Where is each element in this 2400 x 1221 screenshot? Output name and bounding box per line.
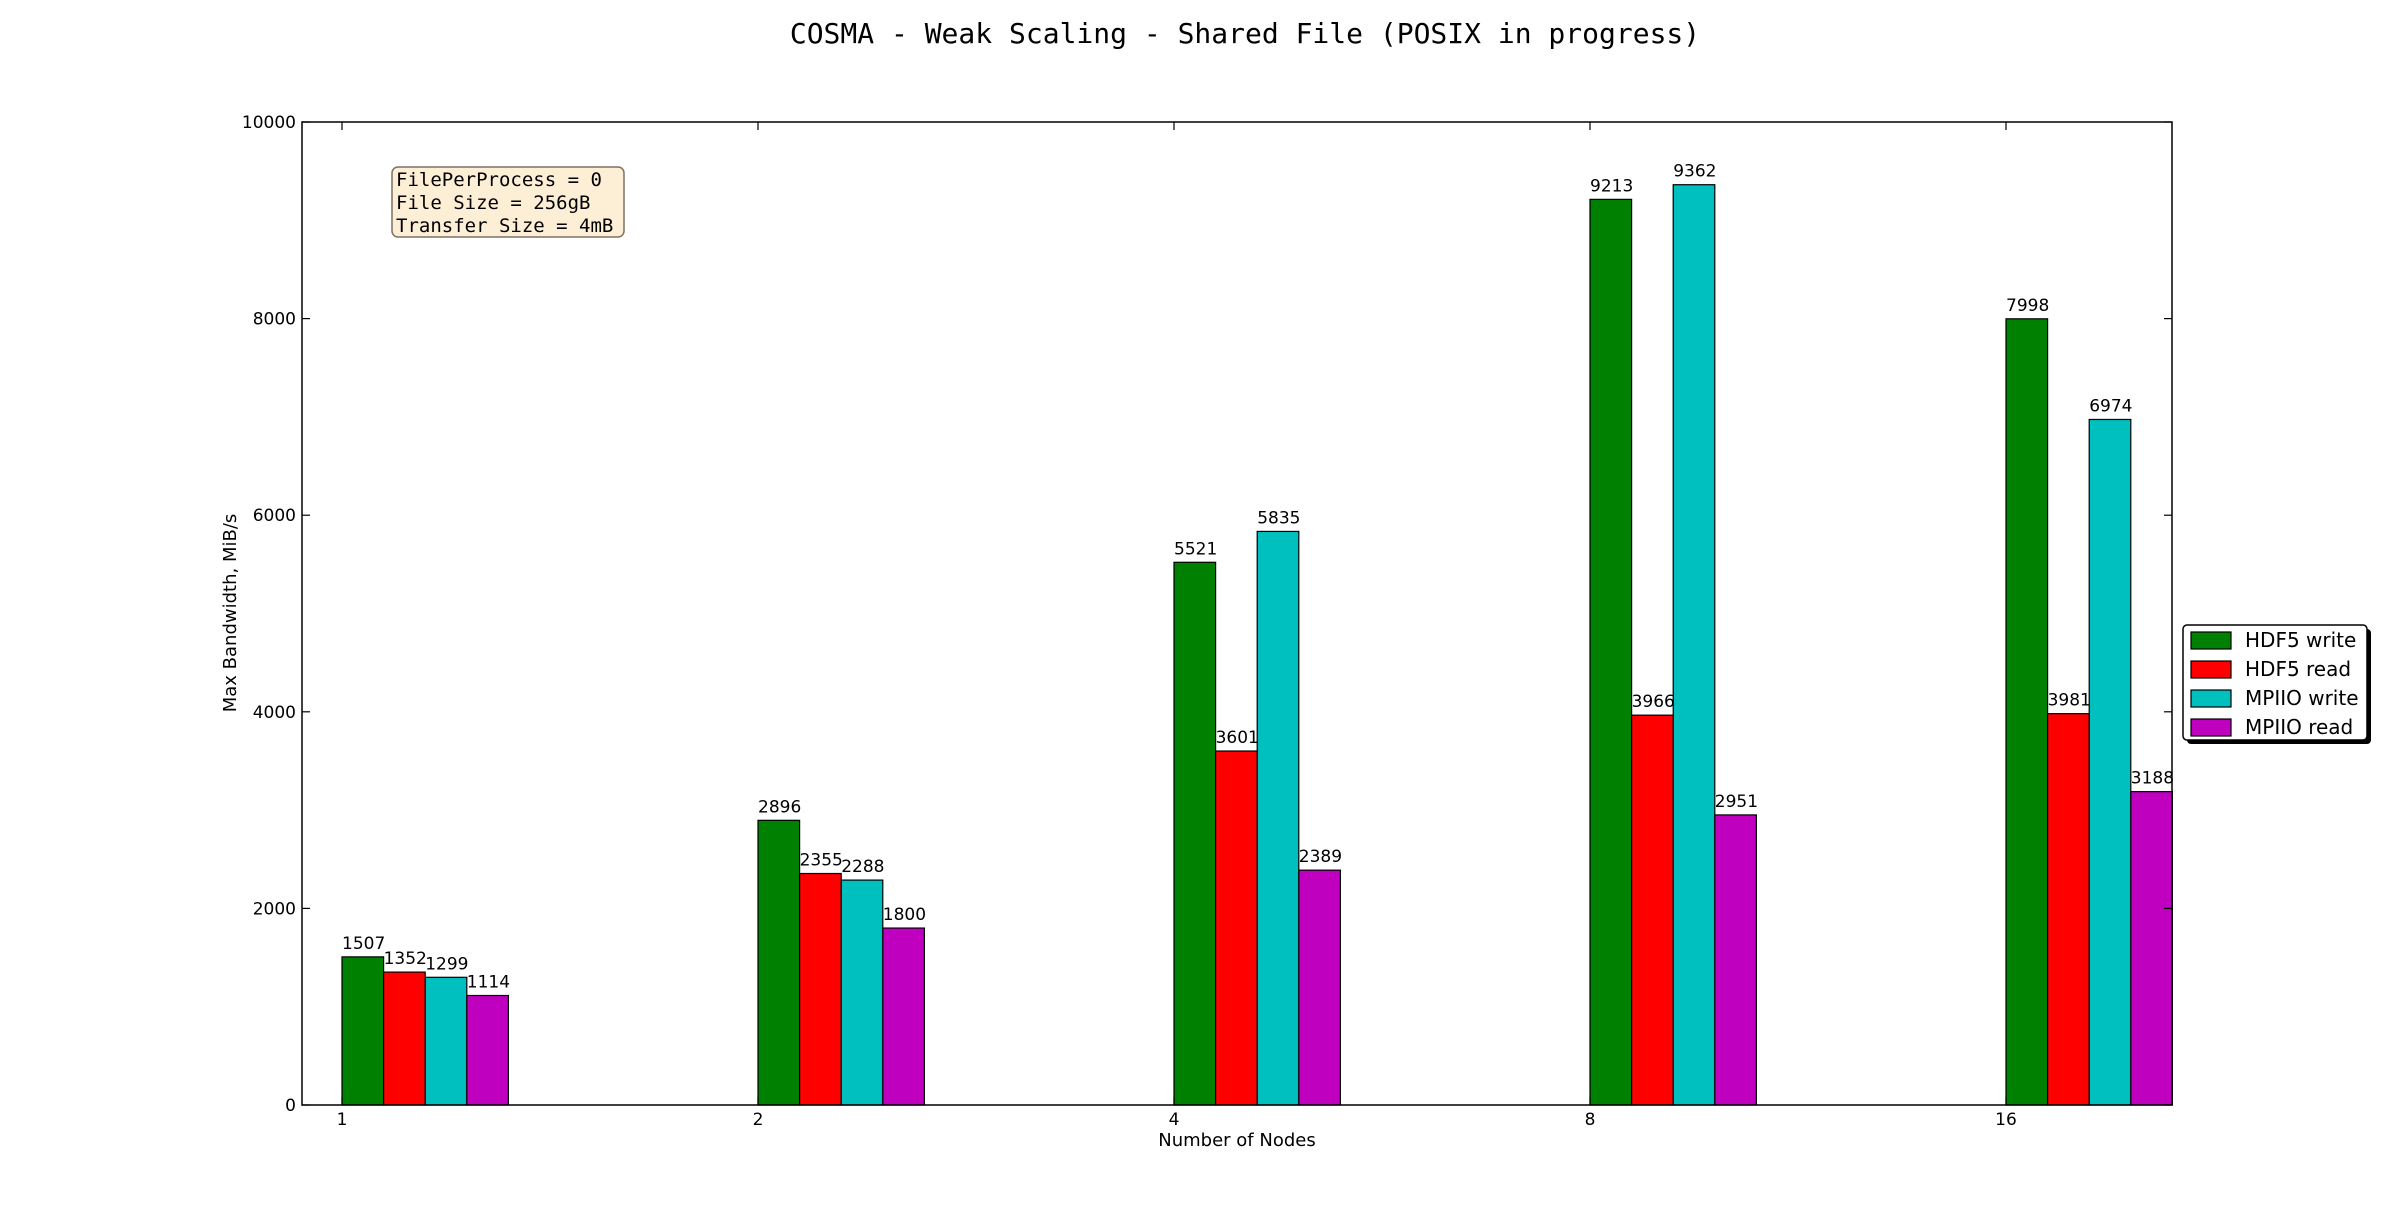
legend: HDF5 write HDF5 read MPIIO write MPIIO read bbox=[2182, 624, 2371, 744]
bar bbox=[424, 976, 468, 1106]
bar bbox=[882, 927, 925, 1106]
bar bbox=[2005, 318, 2049, 1106]
bar bbox=[341, 956, 385, 1106]
bar bbox=[840, 879, 884, 1106]
bar bbox=[1298, 869, 1342, 1106]
bar-value-label: 3966 bbox=[1632, 692, 1675, 712]
legend-swatch bbox=[2190, 631, 2232, 650]
bar bbox=[1256, 530, 1300, 1106]
bar bbox=[1630, 714, 1674, 1106]
bar-value-label: 2288 bbox=[841, 857, 884, 877]
legend-entry-label: MPIIO read bbox=[2245, 715, 2353, 739]
y-tick-label: 0 bbox=[285, 1096, 296, 1116]
legend-entry-label: MPIIO write bbox=[2245, 686, 2359, 710]
legend-swatch bbox=[2190, 718, 2232, 737]
x-tick-label: 1 bbox=[337, 1110, 348, 1130]
bar bbox=[1589, 198, 1633, 1106]
bar-value-label: 2896 bbox=[758, 797, 801, 817]
x-tick-label: 2 bbox=[753, 1110, 764, 1130]
legend-entry-label: HDF5 write bbox=[2245, 628, 2356, 652]
bar bbox=[1714, 814, 1758, 1106]
bar-value-label: 3981 bbox=[2048, 691, 2091, 711]
bar-value-label: 1352 bbox=[384, 949, 427, 969]
bar-value-label: 9362 bbox=[1673, 162, 1716, 182]
plot-area-frame bbox=[301, 121, 2173, 1106]
legend-entry-label: HDF5 read bbox=[2245, 657, 2351, 681]
bar bbox=[2046, 713, 2090, 1106]
y-tick-label: 4000 bbox=[253, 703, 296, 723]
y-tick-label: 2000 bbox=[253, 899, 296, 919]
bar-value-label: 9213 bbox=[1590, 176, 1633, 196]
x-tick-label: 16 bbox=[1995, 1110, 2017, 1130]
bar-value-label: 2389 bbox=[1299, 847, 1342, 867]
bar-value-label: 3601 bbox=[1216, 728, 1259, 748]
bar-value-label: 1299 bbox=[425, 954, 468, 974]
bar-value-label: 2951 bbox=[1715, 792, 1758, 812]
bar-value-label: 3188 bbox=[2131, 769, 2174, 789]
bar bbox=[2088, 418, 2132, 1106]
annotation-background bbox=[391, 166, 625, 238]
bar-value-label: 1114 bbox=[467, 972, 510, 992]
axis-ticks-layer: 1 2 4 8 16 0 2000 4000 6000 8000 10000 bbox=[242, 113, 2172, 1130]
y-tick-label: 10000 bbox=[242, 113, 296, 133]
bar bbox=[798, 872, 842, 1106]
bar-value-label: 5521 bbox=[1174, 539, 1217, 559]
chart-title: COSMA - Weak Scaling - Shared File (POSI… bbox=[790, 17, 1700, 50]
legend-frame bbox=[2182, 624, 2368, 741]
legend-swatch bbox=[2190, 689, 2232, 708]
annotation-box: FilePerProcess = 0 File Size = 256gB Tra… bbox=[391, 166, 625, 238]
y-axis-label: Max Bandwidth, MiB/s bbox=[220, 514, 241, 713]
x-axis-label: Number of Nodes bbox=[1158, 1130, 1315, 1151]
bar-value-label: 1800 bbox=[883, 905, 926, 925]
legend-swatch bbox=[2190, 660, 2232, 679]
bar bbox=[1214, 750, 1258, 1106]
bar bbox=[1173, 561, 1217, 1106]
annotation-line-file-size: File Size = 256gB bbox=[396, 192, 590, 214]
y-tick-label: 6000 bbox=[253, 506, 296, 526]
bar-value-label: 7998 bbox=[2006, 296, 2049, 316]
y-tick-label: 8000 bbox=[253, 310, 296, 330]
bar-value-label: 6974 bbox=[2089, 396, 2132, 416]
bar bbox=[757, 819, 801, 1106]
bar-value-label: 2355 bbox=[800, 851, 843, 871]
bar bbox=[2130, 791, 2174, 1106]
annotation-line-transfer-size: Transfer Size = 4mB bbox=[396, 215, 613, 237]
bar bbox=[466, 994, 509, 1106]
bars-layer bbox=[341, 184, 2174, 1106]
annotation-line-file-per-process: FilePerProcess = 0 bbox=[396, 169, 602, 191]
legend-items: HDF5 write HDF5 read MPIIO write MPIIO read bbox=[2190, 628, 2359, 739]
x-tick-label: 8 bbox=[1585, 1110, 1596, 1130]
bar bbox=[1672, 184, 1716, 1106]
x-tick-label: 4 bbox=[1169, 1110, 1180, 1130]
bar-value-label: 1507 bbox=[342, 934, 385, 954]
bar bbox=[383, 971, 426, 1106]
bar-value-label: 5835 bbox=[1257, 508, 1300, 528]
